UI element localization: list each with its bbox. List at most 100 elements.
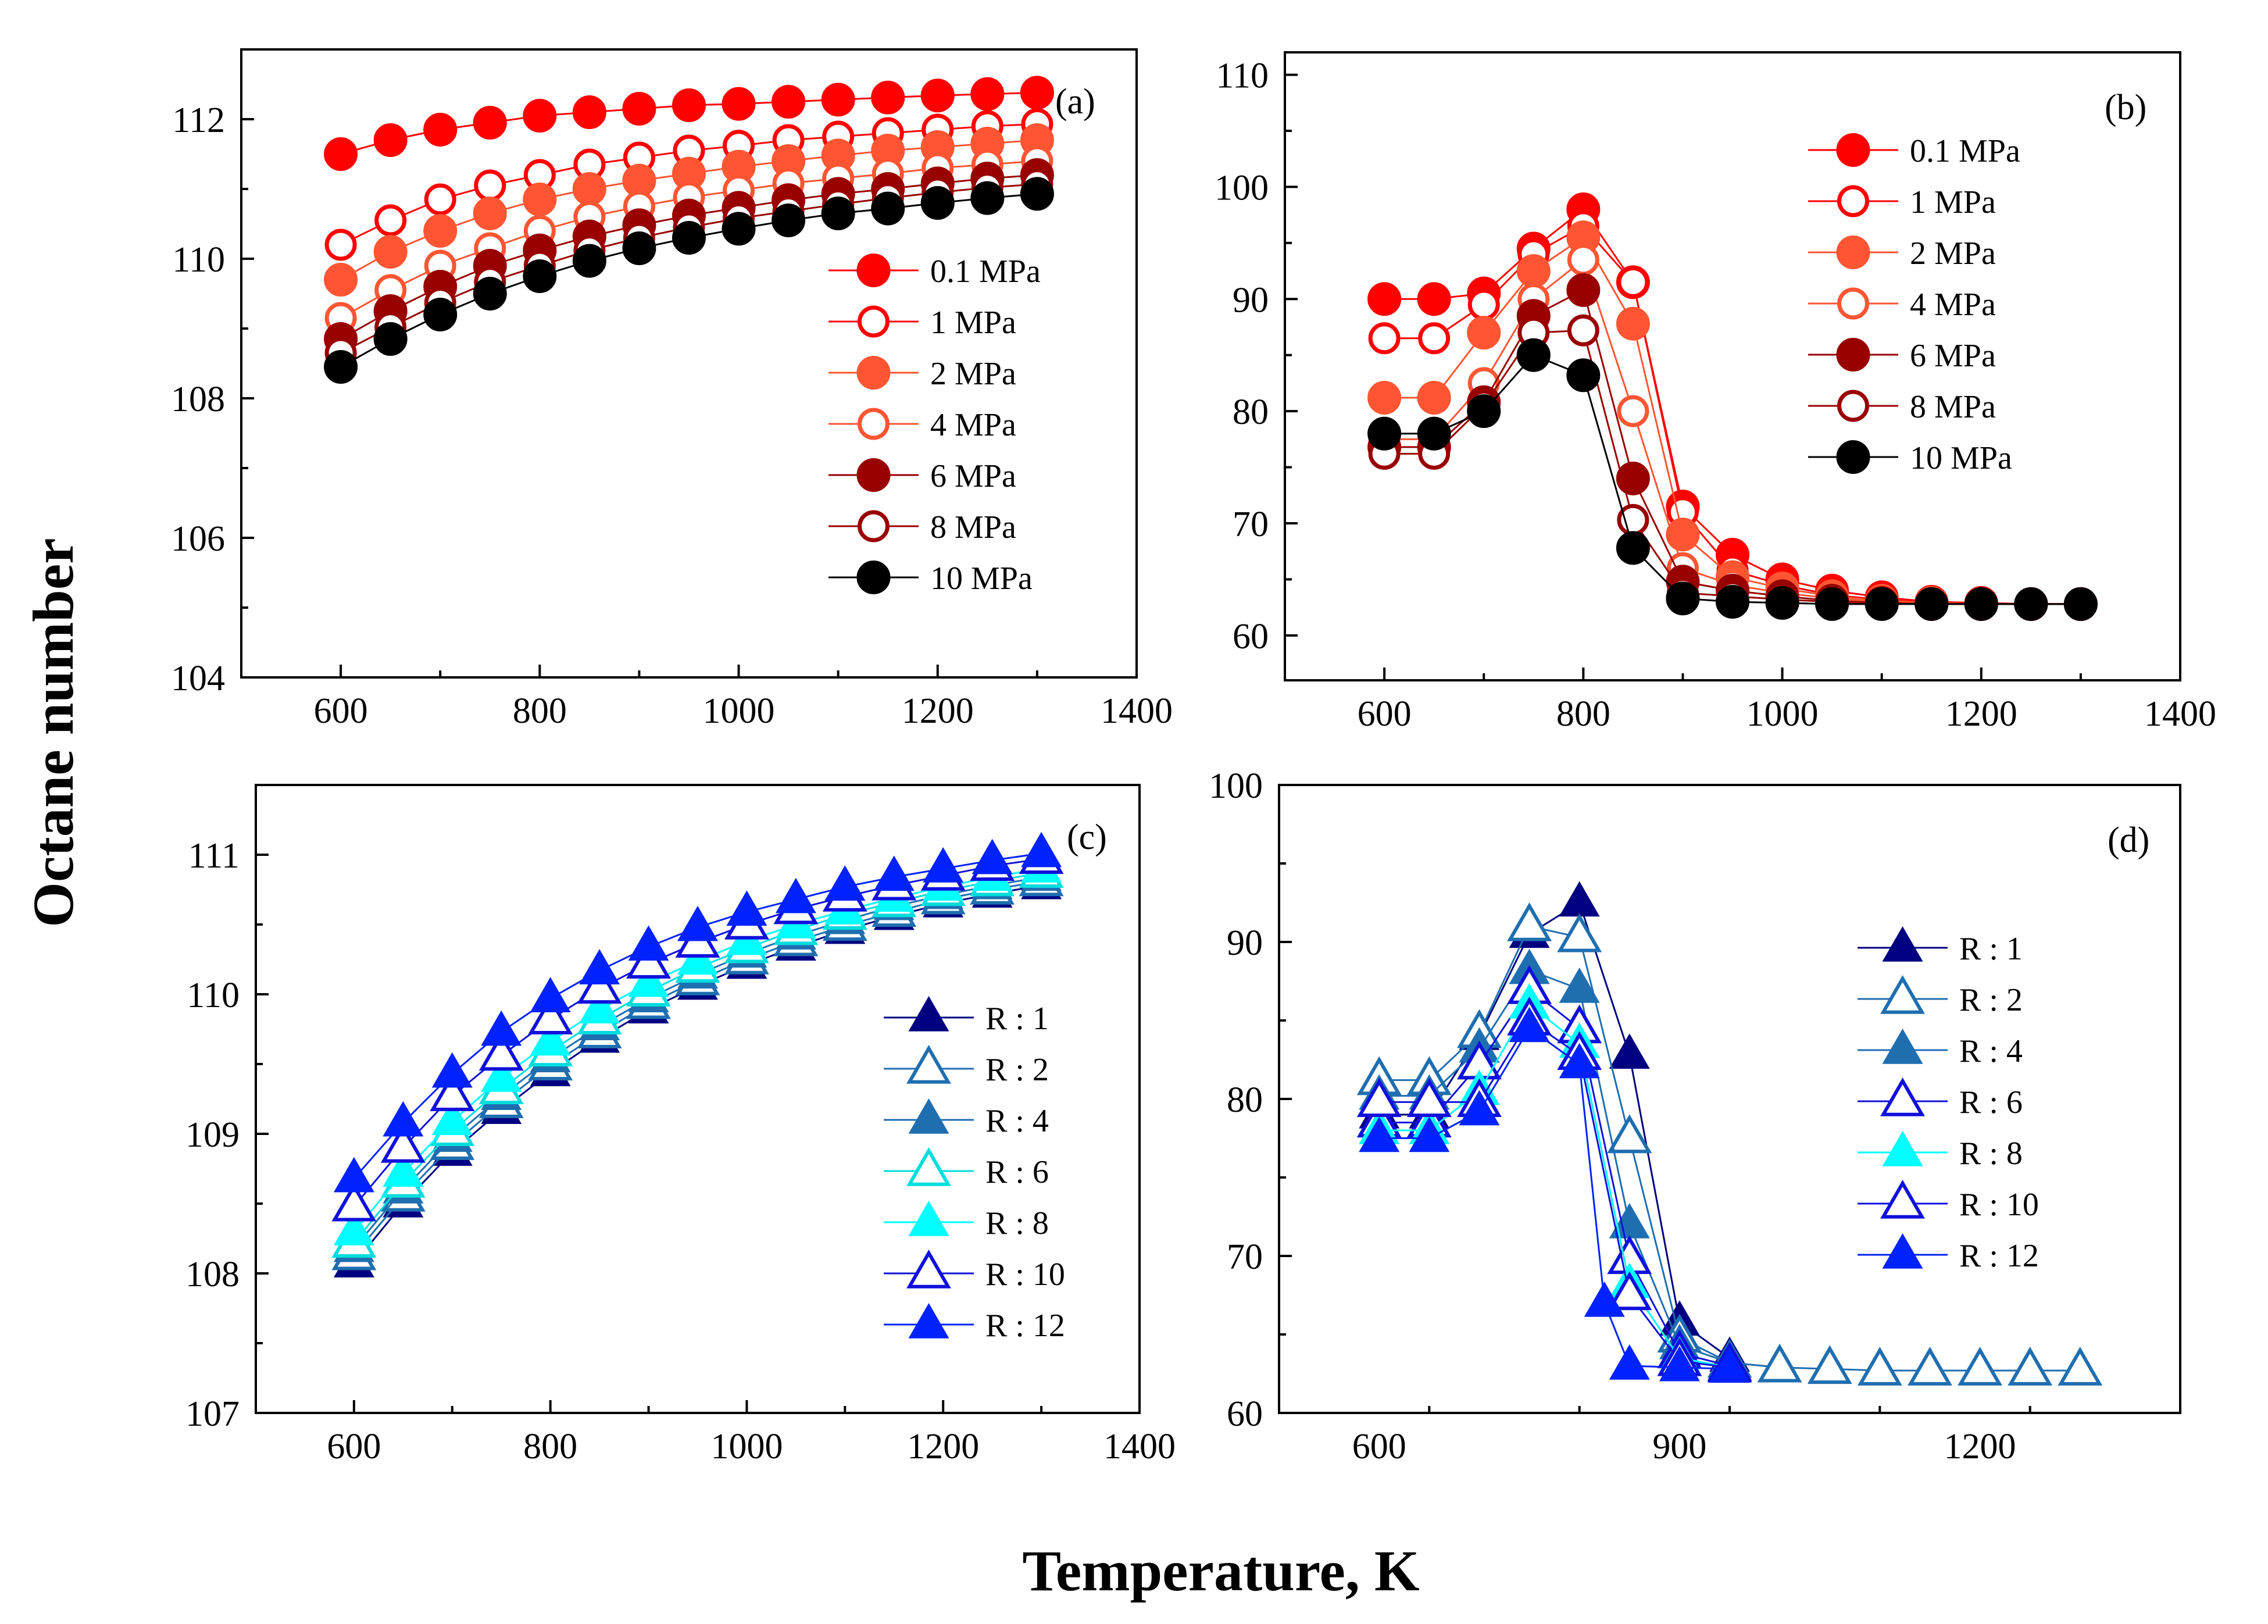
data-point xyxy=(1516,254,1551,288)
data-point xyxy=(824,865,866,901)
legend-marker xyxy=(1882,926,1923,962)
data-point xyxy=(1659,1345,1700,1382)
legend-label: 0.1 MPa xyxy=(1910,133,2020,169)
series-r-12 xyxy=(333,831,1062,1193)
data-point xyxy=(1765,586,1799,620)
data-point xyxy=(473,277,507,310)
legend-label: R : 8 xyxy=(985,1205,1049,1241)
data-point xyxy=(1567,244,1599,276)
data-point xyxy=(383,1151,424,1187)
y-tick-label: 100 xyxy=(1215,168,1269,208)
legend-label: 10 MPa xyxy=(930,561,1033,597)
legend-marker xyxy=(1882,1233,1923,1269)
data-point xyxy=(523,183,557,216)
legend-label: 8 MPa xyxy=(930,509,1016,545)
legend-label: 2 MPa xyxy=(1910,235,1996,272)
data-point xyxy=(1958,1347,2002,1386)
y-tick-label: 90 xyxy=(1227,923,1263,963)
y-tick-label: 70 xyxy=(1227,1237,1263,1277)
data-point xyxy=(920,186,955,220)
legend-label: 1 MPa xyxy=(930,305,1016,341)
legend-marker xyxy=(1837,287,1869,320)
data-point xyxy=(722,87,756,121)
series-r-6 xyxy=(1356,965,1752,1381)
data-point xyxy=(1807,1345,1852,1384)
data-point xyxy=(672,221,706,255)
panel-label: (b) xyxy=(2105,88,2146,127)
y-tick-label: 70 xyxy=(1233,505,1269,544)
data-point xyxy=(1509,1006,1550,1043)
data-point xyxy=(1406,1078,1452,1118)
legend-marker xyxy=(856,458,891,492)
legend-label: R : 1 xyxy=(985,1001,1049,1037)
y-tick-label: 107 xyxy=(185,1394,240,1434)
legend-label: R : 4 xyxy=(985,1103,1049,1139)
data-point xyxy=(373,322,408,356)
x-tick-label: 1000 xyxy=(703,691,775,731)
data-point xyxy=(1467,316,1501,350)
data-point xyxy=(1359,1116,1400,1152)
data-point xyxy=(628,925,669,961)
legend-marker xyxy=(906,1044,951,1084)
data-point xyxy=(1617,395,1649,427)
data-point xyxy=(628,961,669,997)
data-point xyxy=(1367,282,1402,316)
x-tick-label: 1000 xyxy=(1746,694,1819,734)
data-point xyxy=(324,263,358,297)
series-r-12 xyxy=(1359,1006,1750,1383)
legend-marker xyxy=(856,561,891,594)
legend-label: 2 MPa xyxy=(930,356,1016,392)
data-point xyxy=(1507,902,1552,941)
data-point xyxy=(923,847,964,883)
data-point xyxy=(423,214,458,248)
data-point xyxy=(1417,416,1451,451)
legend-label: R : 4 xyxy=(1959,1033,2023,1069)
legend-marker xyxy=(858,408,890,440)
legend-marker xyxy=(1837,390,1869,422)
data-point xyxy=(972,838,1013,875)
data-point xyxy=(871,191,905,226)
y-tick-label: 60 xyxy=(1227,1394,1263,1434)
data-point xyxy=(374,204,407,237)
data-point xyxy=(1566,273,1601,307)
x-tick-label: 800 xyxy=(1556,694,1610,734)
legend-marker xyxy=(858,305,890,338)
data-point xyxy=(383,1101,424,1137)
data-point xyxy=(970,77,1005,111)
data-point xyxy=(1584,1281,1625,1317)
y-tick-label: 104 xyxy=(171,659,225,698)
y-tick-label: 90 xyxy=(1233,280,1269,320)
data-point xyxy=(871,80,905,115)
data-point xyxy=(1567,314,1599,347)
panel-label: (c) xyxy=(1067,818,1107,857)
data-point xyxy=(1666,581,1700,616)
data-point xyxy=(1020,177,1054,211)
x-tick-label: 1400 xyxy=(2144,694,2216,734)
legend: R : 1 R : 2 R : 4 R : 6 R : 8 R : 10 R : 12 xyxy=(1858,926,2039,1274)
data-point xyxy=(1367,381,1402,415)
plot-frame xyxy=(1278,784,2181,1414)
y-tick-label: 80 xyxy=(1233,392,1269,432)
data-point xyxy=(577,965,622,1004)
panel-b: 600 800 1000 1200 1400 60 70 80 90 100 110 0.1 MPa 1… xyxy=(1215,51,2216,734)
data-point xyxy=(1516,338,1551,372)
legend-label: 6 MPa xyxy=(930,458,1016,494)
x-tick-label: 1200 xyxy=(1944,1427,2016,1466)
panel-label: (d) xyxy=(2108,820,2149,860)
data-point xyxy=(1609,1344,1650,1380)
x-tick-label: 1000 xyxy=(710,1427,783,1466)
y-tick-label: 111 xyxy=(188,836,240,876)
data-point xyxy=(1467,288,1500,321)
legend-label: 6 MPa xyxy=(1910,338,1996,374)
data-point xyxy=(970,181,1005,215)
legend-label: 8 MPa xyxy=(1910,389,1996,425)
data-point xyxy=(579,949,620,984)
series-line xyxy=(1379,969,1730,1364)
data-point xyxy=(1467,394,1501,429)
data-point xyxy=(473,197,507,230)
data-point xyxy=(1417,282,1451,316)
legend-marker xyxy=(1836,235,1870,269)
data-point xyxy=(1815,587,1849,621)
